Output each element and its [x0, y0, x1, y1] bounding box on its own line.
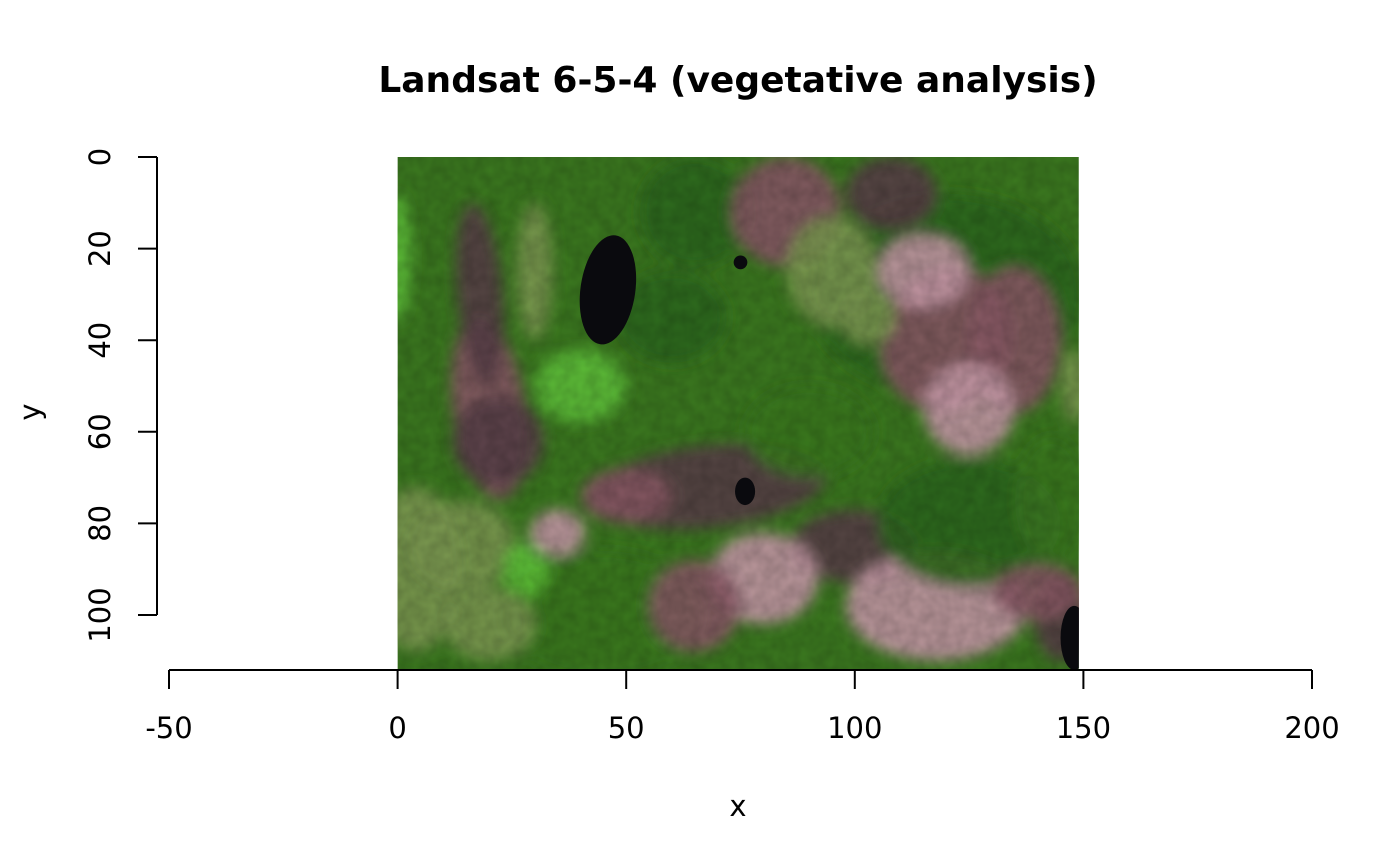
y-tick-label: 20 [83, 230, 117, 267]
x-tick-label: 200 [1284, 711, 1339, 745]
y-tick-label: 100 [83, 587, 117, 642]
x-axis: -50 0 50 100 150 200 [145, 669, 1340, 745]
x-tick-label: 50 [608, 711, 645, 745]
y-axis: 0 20 40 60 80 100 [83, 148, 158, 643]
raster-texture [397, 157, 1079, 670]
water-body [735, 477, 756, 506]
water-body [1060, 605, 1079, 670]
water-body [733, 255, 748, 270]
y-tick-label: 0 [83, 148, 117, 166]
y-tick-label: 60 [83, 413, 117, 450]
chart-title: Landsat 6-5-4 (vegetative analysis) [378, 60, 1097, 101]
y-tick-label: 80 [83, 505, 117, 542]
x-tick-label: -50 [145, 711, 192, 745]
y-tick-label: 40 [83, 322, 117, 359]
x-tick-label: 0 [388, 711, 406, 745]
y-axis-label: y [13, 403, 47, 420]
x-tick-label: 100 [827, 711, 882, 745]
water-body [579, 235, 637, 345]
x-tick-label: 150 [1056, 711, 1111, 745]
x-axis-label: x [729, 789, 746, 823]
raster-image [397, 157, 1079, 670]
